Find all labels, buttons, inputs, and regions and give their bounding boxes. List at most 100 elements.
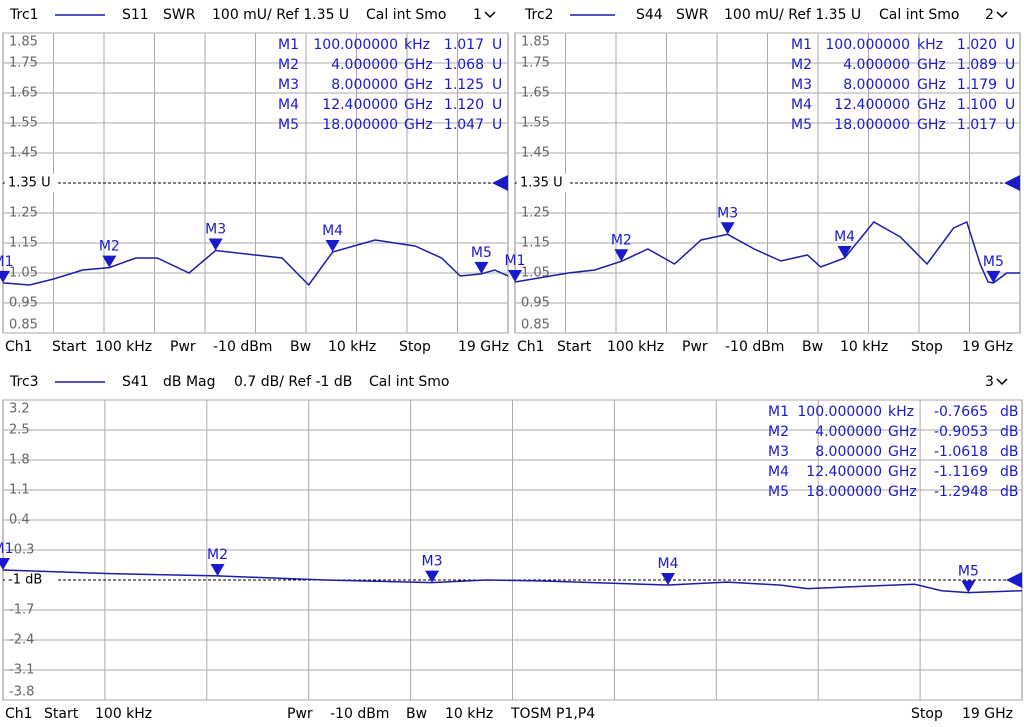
- trace: [515, 220, 1020, 284]
- y-tick-label: 1.25: [9, 206, 38, 221]
- marker-frequency: 4.000000: [843, 57, 910, 73]
- reference-arrow: [492, 175, 508, 191]
- y-tick-label: -3.8: [9, 685, 34, 700]
- footer-text: Pwr: [170, 339, 196, 355]
- marker: [325, 240, 340, 252]
- marker-name: M5: [278, 117, 299, 133]
- marker: [614, 249, 629, 262]
- marker-unit: U: [1005, 57, 1015, 73]
- marker-frequency: 12.400000: [806, 464, 882, 480]
- y-tick-label: 0.95: [9, 296, 38, 311]
- marker-value: 1.089: [957, 57, 997, 73]
- marker-unit: U: [1005, 77, 1015, 93]
- trace-panel: Trc3 S41 dB Mag 0.7 dB/ Ref -1 dB Cal int Sm…: [0, 374, 1023, 722]
- marker-frequency: 8.000000: [815, 444, 882, 460]
- marker-label: M4: [322, 223, 343, 239]
- marker-frequency-unit: GHz: [888, 424, 917, 440]
- marker-value: 1.100: [957, 97, 997, 113]
- marker-name: M2: [278, 57, 299, 73]
- marker-label: M1: [0, 254, 14, 270]
- marker-label: M5: [471, 245, 492, 261]
- dropdown-chevron[interactable]: [996, 378, 1008, 386]
- dropdown-chevron[interactable]: [484, 11, 496, 19]
- marker-unit: U: [492, 117, 502, 133]
- footer-text: Pwr: [682, 339, 708, 355]
- marker: [508, 270, 522, 282]
- marker-frequency: 100.000000: [797, 404, 882, 420]
- footer-text: -10 dBm: [213, 339, 272, 355]
- marker-name: M5: [768, 484, 789, 500]
- header-calibration: Cal int Smo: [879, 7, 960, 23]
- marker-frequency: 18.000000: [834, 117, 910, 133]
- footer-text: 10 kHz: [840, 339, 888, 355]
- y-tick-label: 1.45: [521, 146, 550, 161]
- header-format: dB Mag: [163, 374, 216, 390]
- y-tick-label: -3.1: [9, 663, 34, 678]
- marker-name: M4: [768, 464, 789, 480]
- marker-name: M2: [791, 57, 812, 73]
- marker-frequency-unit: kHz: [404, 37, 430, 53]
- marker: [661, 573, 676, 586]
- y-tick-label: 1.45: [9, 146, 38, 161]
- marker: [102, 255, 117, 268]
- footer-text: Ch1: [517, 339, 545, 355]
- marker-name: M1: [768, 404, 789, 420]
- dropdown-chevron[interactable]: [996, 11, 1008, 19]
- header-trace: Trc3: [9, 374, 39, 390]
- marker-label: M4: [834, 229, 855, 245]
- marker-unit: U: [492, 37, 502, 53]
- marker-frequency-unit: GHz: [404, 77, 433, 93]
- marker: [986, 270, 1001, 283]
- reference-arrow: [1006, 572, 1022, 588]
- marker-frequency-unit: kHz: [888, 404, 914, 420]
- marker-frequency-unit: GHz: [404, 117, 433, 133]
- footer-text: Start: [557, 339, 592, 355]
- marker-label: M5: [958, 564, 979, 580]
- marker: [837, 246, 852, 258]
- marker-name: M3: [278, 77, 299, 93]
- footer-text: Ch1: [5, 339, 33, 355]
- marker-unit: dB: [1000, 464, 1019, 480]
- footer-text: 10 kHz: [445, 706, 493, 722]
- trace: [3, 569, 1022, 594]
- marker-unit: dB: [1000, 404, 1019, 420]
- marker: [0, 270, 10, 283]
- marker-unit: U: [1005, 37, 1015, 53]
- marker-unit: U: [492, 77, 502, 93]
- marker: [425, 570, 440, 583]
- header-parameter: S44: [636, 7, 663, 23]
- footer-text: Ch1: [5, 706, 33, 722]
- y-tick-label: 0.85: [9, 318, 38, 333]
- trace-panel: Trc1 S11 SWR 100 mU/ Ref 1.35 U Cal int Smo 1…: [0, 7, 509, 355]
- y-tick-label: 0.85: [521, 318, 550, 333]
- marker-name: M3: [791, 77, 812, 93]
- trace: [3, 239, 508, 287]
- reference-label-bg: [5, 571, 57, 589]
- marker-frequency-unit: kHz: [917, 37, 943, 53]
- marker-unit: U: [1005, 97, 1015, 113]
- marker-frequency-unit: GHz: [404, 57, 433, 73]
- header-channel: 1: [473, 7, 482, 23]
- marker-frequency-unit: GHz: [888, 464, 917, 480]
- y-tick-label: 0.95: [521, 296, 550, 311]
- header-format: SWR: [676, 7, 709, 23]
- footer-text: Pwr: [287, 706, 313, 722]
- trace-panel: Trc2 S44 SWR 100 mU/ Ref 1.35 U Cal int Smo 2…: [505, 7, 1021, 355]
- header-parameter: S41: [122, 374, 149, 390]
- marker-value: 1.017: [957, 117, 997, 133]
- reference-label: 1.35 U: [8, 176, 51, 191]
- marker-frequency-unit: GHz: [888, 484, 917, 500]
- marker-label: M1: [505, 253, 526, 269]
- marker-frequency-unit: GHz: [917, 97, 946, 113]
- y-tick-label: 1.85: [521, 35, 550, 50]
- marker: [961, 580, 976, 593]
- marker: [720, 222, 735, 235]
- footer-text: 19 GHz: [962, 339, 1013, 355]
- y-tick-label: 1.15: [9, 236, 38, 251]
- y-tick-label: 1.65: [9, 86, 38, 101]
- y-tick-label: 1.15: [521, 236, 550, 251]
- footer-text: 100 kHz: [95, 706, 152, 722]
- header-channel: 3: [985, 374, 994, 390]
- y-tick-label: 0.4: [9, 513, 30, 528]
